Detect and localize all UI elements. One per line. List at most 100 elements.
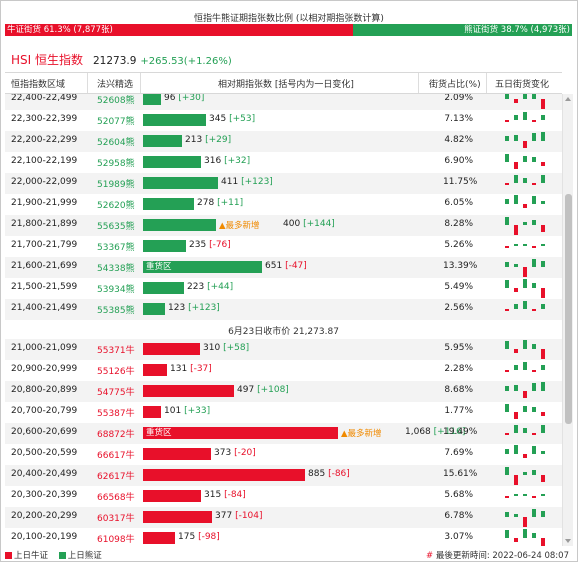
sparkline-bar-down [505, 496, 509, 498]
warrant-code-link[interactable]: 52620熊 [97, 201, 135, 211]
sparkline-bar-up [523, 362, 527, 370]
range-label: 20,700-20,799 [11, 406, 78, 416]
sparkline-bar-up [541, 382, 545, 391]
sparkline-bar-up [532, 94, 536, 99]
warrant-code-link[interactable]: 52604熊 [97, 138, 135, 148]
table-row[interactable]: 22,200-22,299 52604熊 213 [+29] 4.82% [5, 131, 562, 152]
warrant-code-link[interactable]: 51989熊 [97, 180, 135, 190]
table-row[interactable]: 21,800-21,899 55635熊 ▲最多新增 400 [+144] 8.28% [5, 215, 562, 236]
sparkline-bar-up [541, 304, 545, 309]
warrant-code-link[interactable]: 54775牛 [97, 388, 135, 398]
table-row[interactable]: 20,300-20,399 66568牛 315 [-84] 5.68% [5, 486, 562, 507]
warrant-code-link[interactable]: 55635熊 [97, 222, 135, 232]
table-row[interactable]: 20,500-20,599 66617牛 373 [-20] 7.69% [5, 444, 562, 465]
sparkline-bar-down [523, 267, 527, 277]
index-summary: HSI 恒生指数 21273.9 +265.53(+1.26%) [11, 51, 232, 67]
sparkline-bar-up [505, 262, 509, 267]
five-day-sparkline [499, 402, 551, 423]
hash-icon: # [426, 551, 434, 561]
warrant-code-link[interactable]: 66568牛 [97, 493, 135, 503]
contracts-value: 123 [+123] [168, 303, 220, 313]
table-row[interactable]: 21,600-21,699 54338熊 重货区 651 [-47] 13.39% [5, 257, 562, 278]
table-row[interactable]: 21,400-21,499 55385熊 123 [+123] 2.56% [5, 299, 562, 320]
warrant-code-link[interactable]: 62617牛 [97, 472, 135, 482]
table-row[interactable]: 20,900-20,999 55126牛 131 [-37] 2.28% [5, 360, 562, 381]
sparkline-bar-up [532, 509, 536, 517]
warrant-code-link[interactable]: 55371牛 [97, 346, 135, 356]
warrant-code-link[interactable]: 52608熊 [97, 96, 135, 106]
sparkline-bar-up [541, 425, 545, 433]
table-row[interactable]: 22,100-22,199 52958熊 316 [+32] 6.90% [5, 152, 562, 173]
warrant-code-link[interactable]: 52958熊 [97, 159, 135, 169]
contracts-change: [+11] [217, 198, 244, 208]
sparkline-bar-down [532, 246, 536, 248]
warrant-code-link[interactable]: 66617牛 [97, 451, 135, 461]
contracts-table[interactable]: 22,400-22,499 52608熊 96 [+30] 2.09% 22,300-2… [5, 94, 562, 546]
col-contracts: 相对期指张数 [括号内为一日变化] [218, 80, 354, 90]
table-row[interactable]: 21,900-21,999 52620熊 278 [+11] 6.05% [5, 194, 562, 215]
table-row[interactable]: 22,300-22,399 52077熊 345 [+53] 7.13% [5, 110, 562, 131]
contracts-bar [143, 385, 234, 397]
last-updated-text: 最後更新時间: 2022-06-24 08:07 [435, 551, 569, 561]
warrant-code-link[interactable]: 55387牛 [97, 409, 135, 419]
table-row[interactable]: 20,400-20,499 62617牛 885 [-86] 15.61% [5, 465, 562, 486]
share-percent: 2.28% [444, 364, 473, 374]
warrant-code-link[interactable]: 52077熊 [97, 117, 135, 127]
sparkline-bar-down [541, 225, 545, 232]
table-row[interactable]: 22,400-22,499 52608熊 96 [+30] 2.09% [5, 94, 562, 110]
sparkline-bar-down [541, 162, 545, 166]
table-row[interactable]: 20,200-20,299 60317牛 377 [-104] 6.78% [5, 507, 562, 528]
col-five-day: 五日街货变化 [495, 80, 550, 90]
scroll-down-arrow-icon[interactable] [565, 539, 571, 543]
range-label: 20,900-20,999 [11, 364, 78, 374]
warrant-code-link[interactable]: 53367熊 [97, 243, 135, 253]
contracts-value: 175 [-98] [178, 532, 220, 542]
table-row[interactable]: 21,500-21,599 53934熊 223 [+44] 5.49% [5, 278, 562, 299]
table-row[interactable]: 20,100-20,199 61098牛 175 [-98] 3.07% [5, 528, 562, 546]
index-name[interactable]: HSI 恒生指数 [11, 53, 83, 67]
share-percent: 2.56% [444, 303, 473, 313]
table-row[interactable]: 21,000-21,099 55371牛 310 [+58] 5.95% [5, 339, 562, 360]
sparkline-bar-up [541, 132, 545, 141]
contracts-change: [-20] [234, 448, 256, 458]
contracts-value: 377 [-104] [215, 511, 263, 521]
warrant-code-link[interactable]: 53934熊 [97, 285, 135, 295]
share-percent: 8.28% [444, 219, 473, 229]
sparkline-bar-up [523, 529, 527, 538]
ratio-title: 恒指牛熊证期指张数比例 (以相对期指张数计算) [194, 14, 384, 24]
contracts-number: 213 [185, 135, 203, 145]
warrant-code-link[interactable]: 55385熊 [97, 306, 135, 316]
table-row[interactable]: 20,700-20,799 55387牛 101 [+33] 1.77% [5, 402, 562, 423]
sparkline-bar-down [505, 309, 509, 311]
contracts-change: [-47] [285, 261, 307, 271]
five-day-sparkline [499, 110, 551, 131]
contracts-value: 310 [+58] [203, 343, 249, 353]
scroll-up-arrow-icon[interactable] [565, 97, 571, 101]
sparkline-bar-down [532, 370, 536, 372]
bull-legend-swatch [5, 552, 12, 559]
contracts-bar [143, 343, 200, 355]
sparkline-bar-up [514, 115, 518, 120]
sparkline-bar-down [514, 225, 518, 235]
five-day-sparkline [499, 131, 551, 152]
contracts-value: 101 [+33] [164, 406, 210, 416]
warrant-code-link[interactable]: 54338熊 [97, 264, 135, 274]
scroll-thumb[interactable] [565, 194, 572, 424]
warrant-code-link[interactable]: 61098牛 [97, 535, 135, 545]
contracts-change: [+44] [207, 282, 234, 292]
warrant-code-link[interactable]: 60317牛 [97, 514, 135, 524]
table-row[interactable]: 20,800-20,899 54775牛 497 [+108] 8.68% [5, 381, 562, 402]
contracts-number: 497 [237, 385, 255, 395]
warrant-code-link[interactable]: 68872牛 [97, 430, 135, 440]
vertical-scrollbar[interactable] [562, 94, 573, 546]
sparkline-bar-up [505, 136, 509, 141]
table-row[interactable]: 22,000-22,099 51989熊 411 [+123] 11.75% [5, 173, 562, 194]
share-percent: 5.26% [444, 240, 473, 250]
five-day-sparkline [499, 215, 551, 236]
warrant-code-link[interactable]: 55126牛 [97, 367, 135, 377]
contracts-bar: 重货区 [143, 427, 338, 439]
sparkline-bar-up [541, 494, 545, 496]
table-row[interactable]: 20,600-20,699 68872牛 重货区 ▲最多新增 1,068 [+116] 1… [5, 423, 562, 444]
table-row[interactable]: 21,700-21,799 53367熊 235 [-76] 5.26% [5, 236, 562, 257]
index-change: +265.53(+1.26%) [140, 56, 232, 67]
